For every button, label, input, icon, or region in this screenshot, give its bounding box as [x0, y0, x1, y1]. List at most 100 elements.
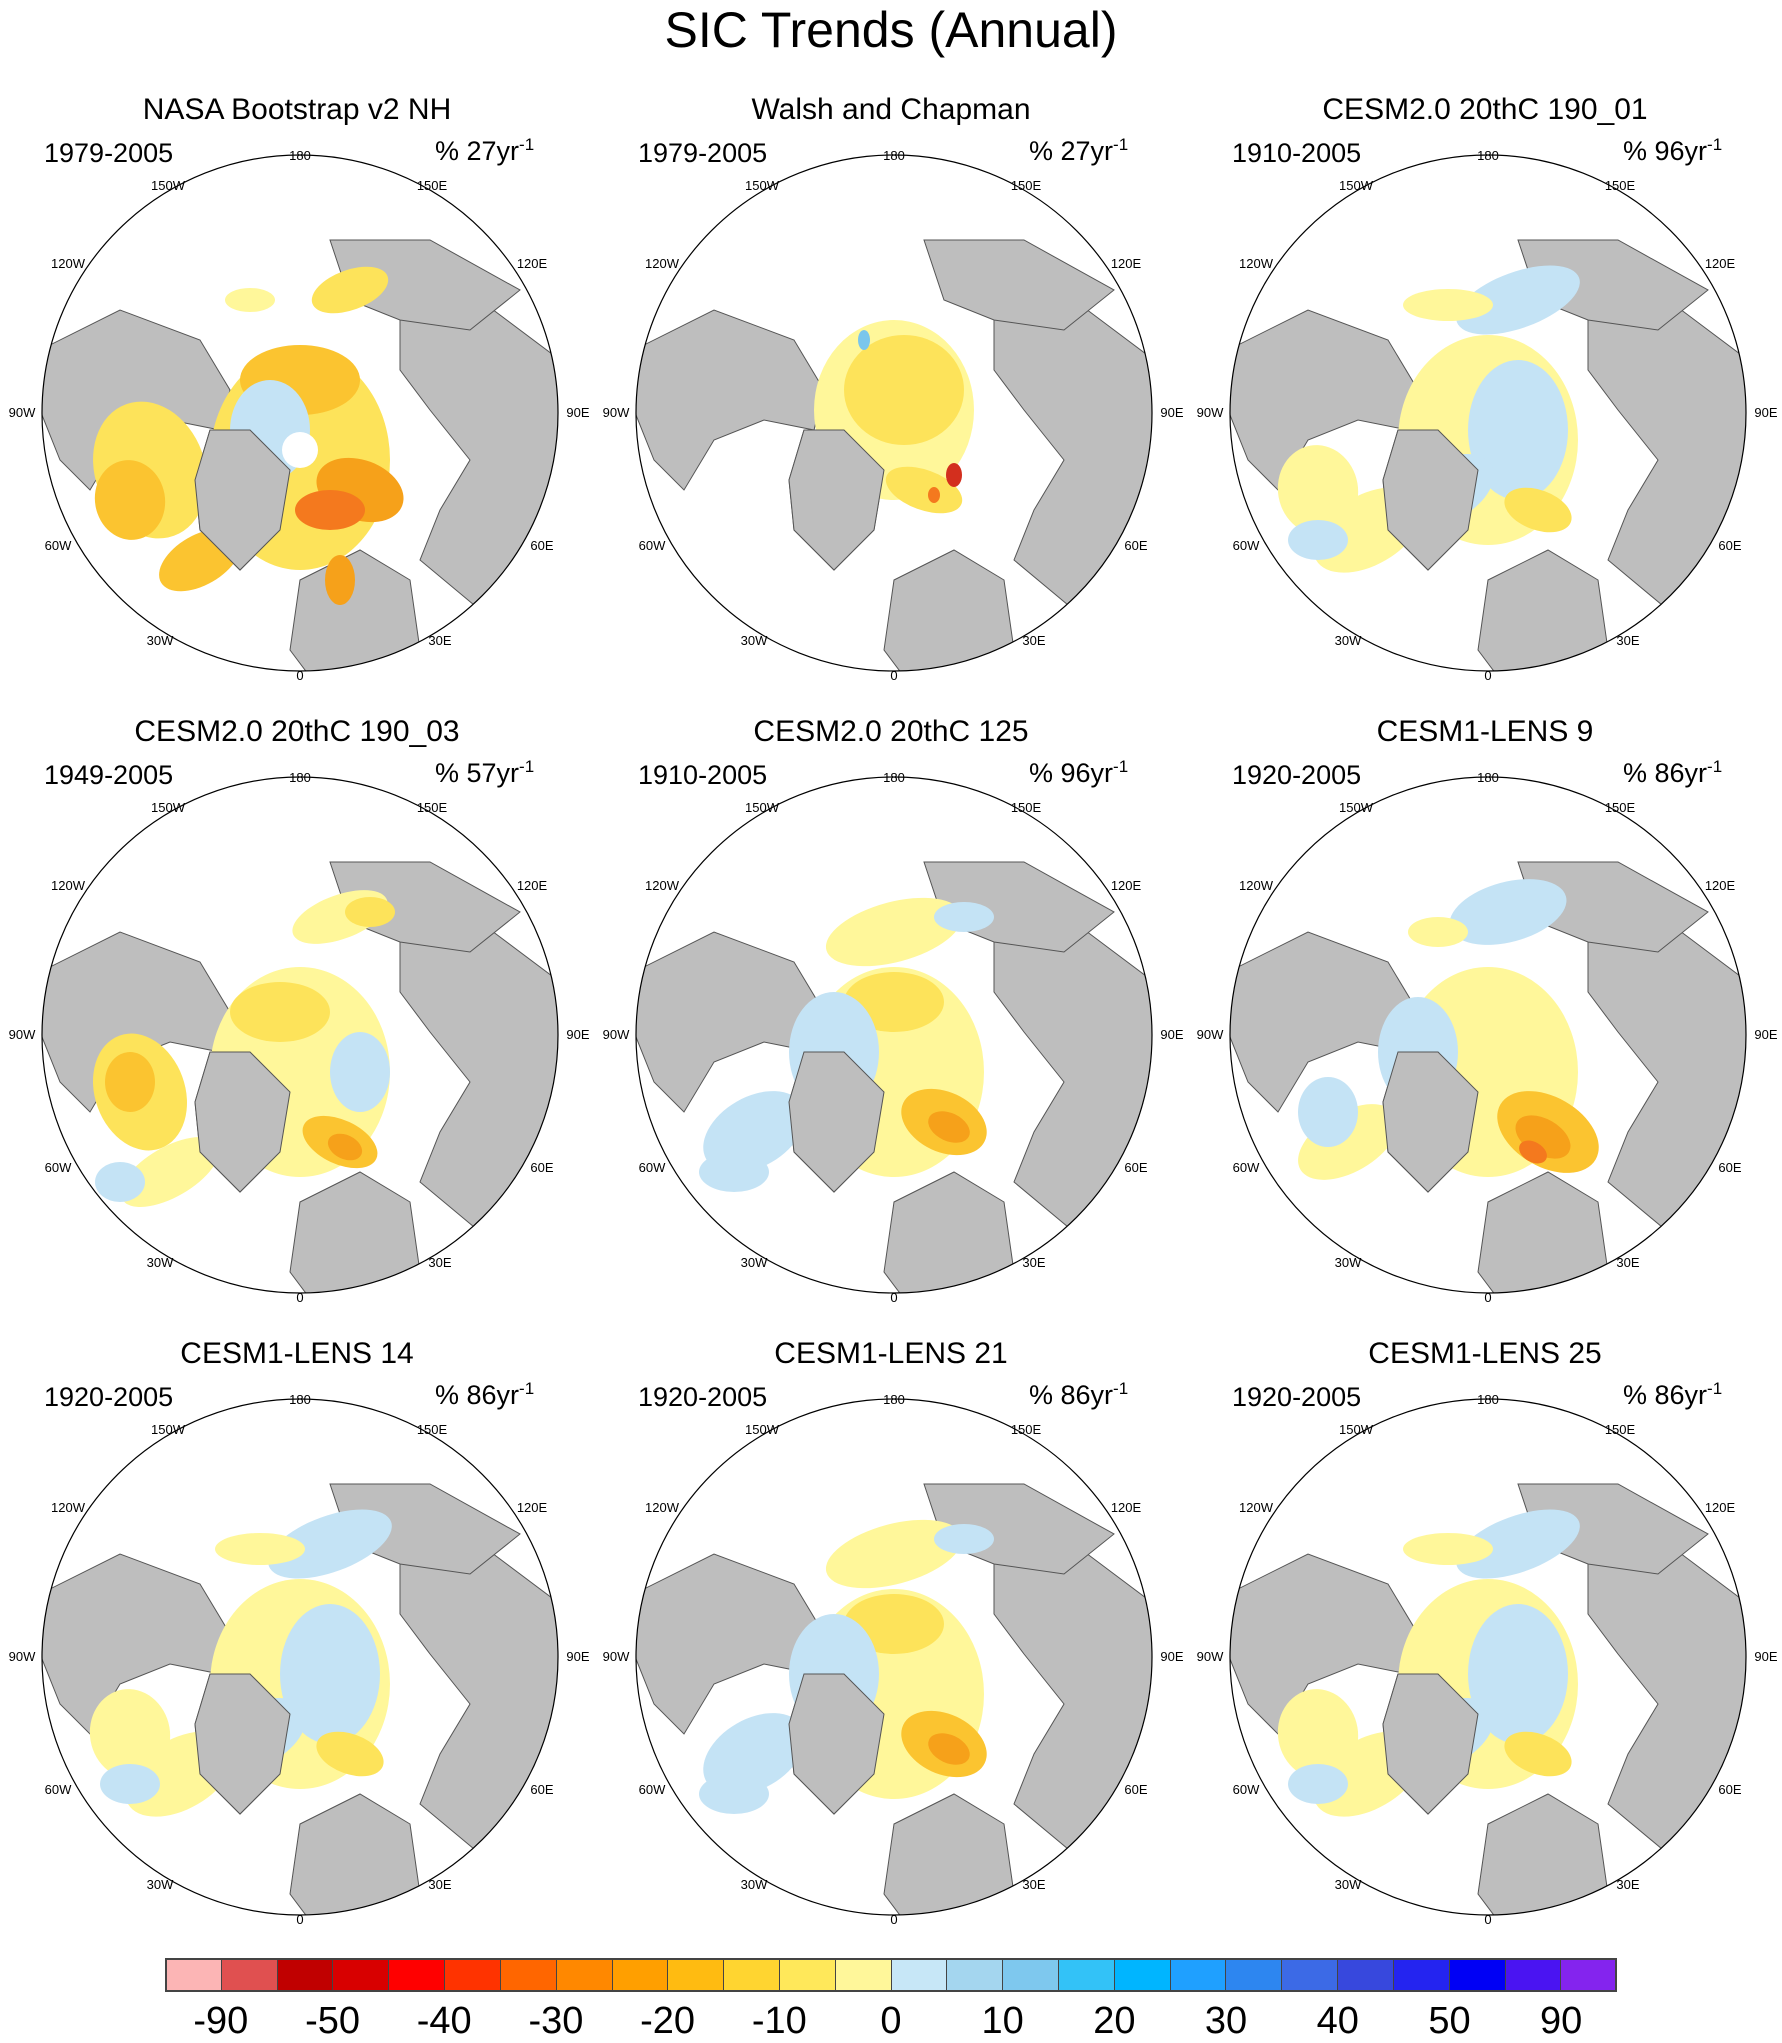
- trend-region: [928, 1111, 970, 1143]
- trend-region: [699, 1774, 769, 1814]
- longitude-label: 30E: [428, 633, 451, 648]
- map-panel: CESM1-LENS 25 1920-2005 % 86yr-1 180 0 150W 15…: [1188, 1334, 1782, 1954]
- trend-region: [699, 1152, 769, 1192]
- longitude-label: 30W: [741, 1255, 768, 1270]
- panel-units: % 27yr-1: [1029, 135, 1128, 167]
- longitude-label: 90W: [9, 1649, 36, 1664]
- trend-region: [1408, 917, 1468, 947]
- panel-units-prefix: % 86yr: [435, 1380, 520, 1410]
- longitude-label: 150W: [1339, 1422, 1374, 1437]
- colorbar-swatch: [333, 1958, 390, 1992]
- longitude-label: 150E: [417, 1422, 448, 1437]
- panel-units-prefix: % 86yr: [1029, 1380, 1114, 1410]
- trend-region: [311, 266, 389, 314]
- longitude-label: 120E: [517, 878, 548, 893]
- longitude-label: 180: [1477, 770, 1499, 785]
- longitude-label: 180: [883, 148, 905, 163]
- polar-map: 180 0 150W 150E 120W 120E 90W 90E 60W 60E 30W 30E: [1197, 1392, 1778, 1927]
- panel-units: % 96yr-1: [1029, 757, 1128, 789]
- longitude-label: 180: [1477, 148, 1499, 163]
- longitude-label: 120E: [1705, 256, 1736, 271]
- longitude-label: 180: [289, 148, 311, 163]
- longitude-label: 30W: [741, 633, 768, 648]
- longitude-label: 150E: [417, 178, 448, 193]
- longitude-label: 60E: [1124, 1782, 1147, 1797]
- trend-region: [280, 1604, 380, 1744]
- panel-title: CESM2.0 20thC 190_03: [134, 715, 460, 748]
- land-greenland-overlay: [194, 1673, 291, 1815]
- longitude-label: 120W: [645, 878, 680, 893]
- panel-title: CESM1-LENS 14: [180, 1337, 414, 1370]
- colorbar-swatch: [724, 1958, 780, 1992]
- panel-period: 1910-2005: [638, 760, 768, 790]
- longitude-label: 30W: [147, 633, 174, 648]
- polar-map: 180 0 150W 150E 120W 120E 90W 90E 60W 60E 30W 30E: [603, 148, 1184, 683]
- trend-region: [1277, 445, 1359, 535]
- longitude-label: 90W: [1197, 405, 1224, 420]
- longitude-label: 180: [883, 1392, 905, 1407]
- longitude-label: 30E: [1022, 1255, 1045, 1270]
- longitude-label: 0: [890, 668, 897, 683]
- colorbar-swatch: [1561, 1958, 1618, 1992]
- trend-region: [1298, 1077, 1358, 1147]
- longitude-label: 30W: [147, 1877, 174, 1892]
- colorbar-swatch: [1059, 1958, 1115, 1992]
- land-north-america: [1230, 1553, 1419, 1735]
- longitude-label: 30E: [1616, 1255, 1639, 1270]
- longitude-label: 150E: [1605, 1422, 1636, 1437]
- panel-period: 1920-2005: [1232, 760, 1362, 790]
- panel-units-exponent: -1: [519, 1379, 535, 1398]
- longitude-label: 60E: [530, 1160, 553, 1175]
- map-boundary: [1229, 776, 1747, 1294]
- longitude-label: 60W: [45, 1782, 72, 1797]
- map-panel: CESM2.0 20thC 190_01 1910-2005% 96yr-1 180…: [1188, 90, 1782, 710]
- longitude-label: 90E: [566, 1027, 589, 1042]
- longitude-label: 180: [289, 1392, 311, 1407]
- colorbar-swatch: [947, 1958, 1004, 1992]
- land-siberia: [923, 239, 1115, 331]
- longitude-label: 60E: [1718, 1160, 1741, 1175]
- colorbar-tick-label: -50: [305, 2000, 360, 2042]
- longitude-label: 0: [296, 1912, 303, 1927]
- trend-region: [120, 1137, 220, 1207]
- longitude-label: 180: [883, 770, 905, 785]
- polar-map: 180 0 150W 150E 120W 120E 90W 90E 60W 60E 30W 30E: [603, 770, 1184, 1305]
- polar-map: 180 0 150W 150E 120W 120E 90W 90E 60W 60E 30W 30E: [603, 1392, 1184, 1927]
- panel-period: 1910-2005: [1232, 138, 1362, 168]
- longitude-label: 30W: [147, 1255, 174, 1270]
- panel-units-exponent: -1: [519, 757, 535, 776]
- longitude-label: 30W: [1335, 1255, 1362, 1270]
- colorbar-swatch: [1393, 1958, 1450, 1992]
- longitude-label: 60E: [1124, 1160, 1147, 1175]
- trend-region: [1403, 1533, 1493, 1565]
- longitude-label: 90E: [1754, 1649, 1777, 1664]
- land-greenland-overlay: [194, 1051, 291, 1193]
- land-eurasia: [399, 299, 558, 611]
- longitude-label: 30E: [428, 1255, 451, 1270]
- longitude-label: 180: [1477, 1392, 1499, 1407]
- panel-period: 1920-2005: [44, 1382, 174, 1412]
- map-boundary: [1229, 1398, 1747, 1916]
- trend-region: [885, 466, 963, 514]
- panel-title: CESM1-LENS 9: [1376, 715, 1594, 748]
- trend-region: [1288, 1764, 1348, 1804]
- map-boundary: [635, 1398, 1153, 1916]
- longitude-label: 120E: [517, 256, 548, 271]
- longitude-label: 150E: [1011, 800, 1042, 815]
- panel-units-prefix: % 96yr: [1029, 758, 1114, 788]
- longitude-label: 60E: [1718, 538, 1741, 553]
- colorbar-swatch: [1114, 1958, 1171, 1992]
- longitude-label: 150E: [1605, 800, 1636, 815]
- trend-region: [89, 1689, 171, 1779]
- longitude-label: 30W: [1335, 633, 1362, 648]
- trend-region: [215, 1533, 305, 1565]
- trend-region: [1277, 1689, 1359, 1779]
- colorbar-tick-label: 30: [1204, 2000, 1248, 2042]
- trend-region: [928, 487, 940, 503]
- longitude-label: 120W: [51, 256, 86, 271]
- longitude-label: 90W: [1197, 1649, 1224, 1664]
- land-greenland-overlay: [788, 1051, 885, 1193]
- colorbar-swatch: [891, 1958, 948, 1992]
- land-eurasia: [1587, 299, 1746, 611]
- trend-region: [295, 490, 365, 530]
